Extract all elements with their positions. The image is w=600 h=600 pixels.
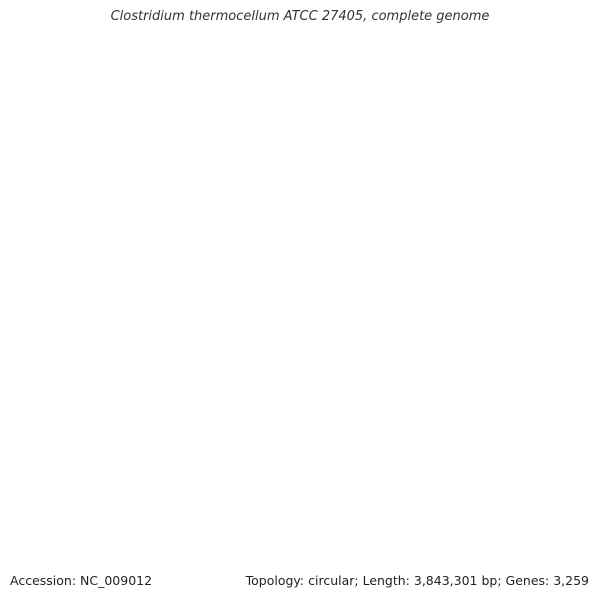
accession-text: Accession: NC_009012 <box>10 573 153 588</box>
topology-text: Topology: circular; Length: 3,843,301 bp… <box>245 573 589 588</box>
map-title: Clostridium thermocellum ATCC 27405, com… <box>110 9 490 24</box>
